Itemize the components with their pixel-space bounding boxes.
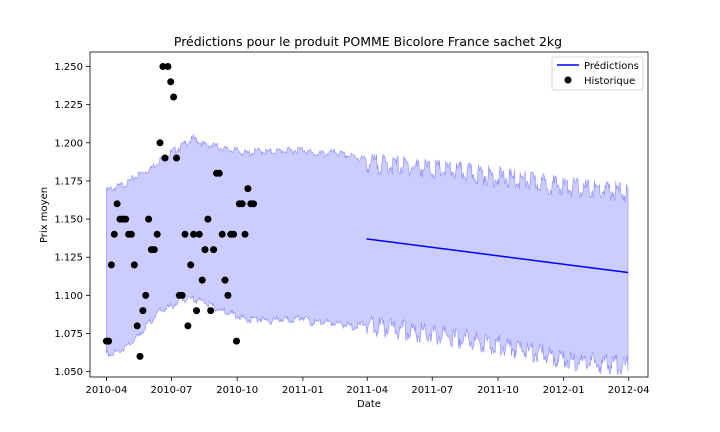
legend-dot-swatch bbox=[564, 76, 572, 84]
historique-point bbox=[195, 230, 203, 238]
historique-point bbox=[178, 291, 186, 299]
historique-point bbox=[170, 93, 178, 101]
x-tick-label: 2011-10 bbox=[477, 385, 519, 396]
historique-point bbox=[161, 154, 169, 162]
x-tick-label: 2012-04 bbox=[608, 385, 650, 396]
historique-point bbox=[218, 230, 226, 238]
historique-point bbox=[244, 185, 252, 193]
historique-point bbox=[198, 276, 206, 284]
historique-point bbox=[105, 337, 113, 345]
legend-label-historique: Historique bbox=[584, 76, 635, 87]
historique-point bbox=[224, 291, 232, 299]
historique-point bbox=[233, 337, 240, 345]
historique-point bbox=[164, 63, 172, 70]
historique-point bbox=[133, 322, 141, 330]
x-tick-label: 2011-04 bbox=[346, 385, 388, 396]
y-axis-label: Prix moyen bbox=[39, 187, 50, 243]
axes-frame bbox=[89, 51, 649, 378]
historique-point bbox=[113, 200, 121, 208]
y-tick-label: 1.125 bbox=[54, 253, 83, 264]
x-axis-label: Date bbox=[357, 399, 381, 410]
x-tick-label: 2012-01 bbox=[543, 385, 585, 396]
historique-point bbox=[204, 215, 212, 223]
historique-point bbox=[153, 230, 161, 238]
x-tick-label: 2010-10 bbox=[216, 385, 258, 396]
plot-area bbox=[102, 63, 629, 375]
y-tick-label: 1.250 bbox=[54, 62, 83, 73]
legend: Prédictions Historique bbox=[551, 56, 644, 91]
historique-point bbox=[156, 139, 164, 147]
x-tick-label: 2010-07 bbox=[151, 385, 193, 396]
x-tick-label: 2011-01 bbox=[282, 385, 324, 396]
historique-point bbox=[238, 200, 246, 208]
x-axis-ticks: 2010-04 2010-07 2010-10 2011-01 2011-04 2011-… bbox=[86, 377, 650, 396]
prediction-line bbox=[366, 238, 629, 274]
historique-point bbox=[221, 276, 229, 284]
y-tick-label: 1.225 bbox=[54, 100, 83, 111]
historique-point bbox=[110, 230, 118, 238]
y-tick-label: 1.175 bbox=[54, 176, 83, 187]
historique-point bbox=[150, 246, 158, 254]
historique-point bbox=[173, 154, 180, 162]
historique-point bbox=[201, 246, 209, 254]
historique-point bbox=[130, 261, 138, 269]
historique-point bbox=[122, 215, 130, 223]
historique-point bbox=[207, 307, 215, 315]
historique-point bbox=[250, 200, 258, 208]
historique-point bbox=[139, 307, 147, 315]
y-tick-label: 1.050 bbox=[54, 367, 83, 378]
historique-point bbox=[193, 307, 200, 315]
historique-point bbox=[142, 291, 150, 299]
y-tick-label: 1.100 bbox=[54, 291, 83, 302]
historique-point bbox=[215, 169, 223, 177]
chart-title: Prédictions pour le produit POMME Bicolo… bbox=[174, 34, 562, 49]
historique-point bbox=[145, 215, 153, 223]
y-tick-label: 1.075 bbox=[54, 329, 83, 340]
historique-point bbox=[181, 230, 189, 238]
historique-point bbox=[187, 261, 195, 269]
historique-point bbox=[127, 230, 135, 238]
legend-label-predictions: Prédictions bbox=[584, 60, 639, 72]
historique-point bbox=[241, 230, 249, 238]
historique-point bbox=[107, 261, 115, 269]
prediction-interval-band bbox=[106, 134, 629, 375]
y-axis-ticks: 1.050 1.075 1.100 1.125 1.150 1.175 1.200 1.225… bbox=[54, 62, 90, 378]
historique-point bbox=[167, 78, 175, 86]
y-tick-label: 1.200 bbox=[54, 138, 83, 149]
x-tick-label: 2010-04 bbox=[86, 385, 128, 396]
historique-point bbox=[190, 230, 198, 238]
historique-point bbox=[184, 322, 192, 330]
x-tick-label: 2011-07 bbox=[411, 385, 453, 396]
y-tick-label: 1.150 bbox=[54, 215, 83, 226]
historique-point bbox=[136, 352, 144, 360]
historique-point bbox=[159, 63, 167, 70]
historique-point bbox=[210, 246, 218, 254]
historique-point bbox=[230, 230, 238, 238]
